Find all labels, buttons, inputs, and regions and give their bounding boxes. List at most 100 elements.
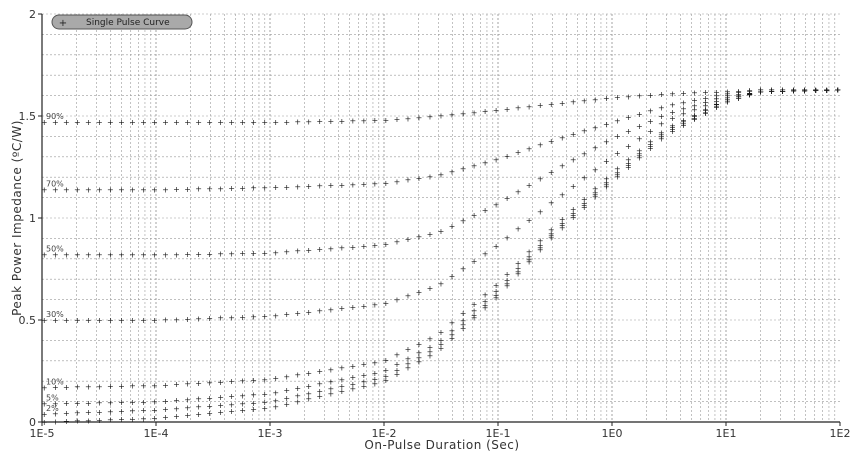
- x-tick-label: 1E1: [716, 427, 737, 440]
- data-point: +: [658, 131, 665, 140]
- data-point: +: [834, 86, 841, 95]
- data-point: +: [504, 276, 511, 285]
- duty-cycle-label: 30%: [46, 310, 64, 319]
- data-point: +: [41, 400, 48, 409]
- data-point: +: [515, 259, 522, 268]
- data-point: +: [603, 183, 610, 192]
- data-point: +: [63, 118, 70, 127]
- data-point: +: [96, 382, 103, 391]
- data-point: +: [493, 281, 500, 290]
- data-point: +: [162, 413, 169, 422]
- data-point: +: [162, 316, 169, 325]
- data-point: +: [383, 299, 390, 308]
- data-point: +: [779, 87, 786, 96]
- data-point: +: [206, 402, 213, 411]
- data-point: +: [702, 106, 709, 115]
- grid: [41, 13, 840, 423]
- data-point: +: [195, 185, 202, 194]
- data-point: +: [372, 375, 379, 384]
- data-point: +: [228, 392, 235, 401]
- data-point: +: [735, 94, 742, 103]
- data-point: +: [162, 405, 169, 414]
- data-point: +: [151, 414, 158, 423]
- data-point: +: [493, 293, 500, 302]
- data-point: +: [625, 163, 632, 172]
- data-point: +: [493, 291, 500, 300]
- data-point: +: [261, 118, 268, 127]
- data-point: +: [96, 316, 103, 325]
- data-point: +: [74, 417, 81, 426]
- x-tick-label: 1E-3: [258, 427, 283, 440]
- data-point: +: [261, 404, 268, 413]
- data-point: +: [834, 86, 841, 95]
- data-point: +: [647, 117, 654, 126]
- data-point: +: [812, 86, 819, 95]
- data-point: +: [405, 235, 412, 244]
- data-point: +: [768, 87, 775, 96]
- data-point: +: [52, 185, 59, 194]
- data-point: +: [834, 86, 841, 95]
- data-point: +: [526, 216, 533, 225]
- data-point: +: [349, 180, 356, 189]
- data-point: +: [427, 334, 434, 343]
- data-point: +: [173, 396, 180, 405]
- data-point: +: [372, 180, 379, 189]
- tick-labels: 1E-5 1E-4 1E-3 1E-2 1E-1 1E0 1E1 1E2 0 0.5 1 1.5 2: [19, 8, 851, 440]
- data-point: +: [184, 118, 191, 127]
- data-point: +: [305, 246, 312, 255]
- data-point: +: [195, 379, 202, 388]
- data-point: +: [427, 284, 434, 293]
- data-point: +: [41, 118, 48, 127]
- data-point: +: [713, 88, 720, 97]
- data-point: +: [140, 406, 147, 415]
- data-point: +: [515, 264, 522, 273]
- data-point: +: [162, 185, 169, 194]
- data-point: +: [294, 392, 301, 401]
- data-point: +: [261, 312, 268, 321]
- data-point: +: [614, 169, 621, 178]
- data-point: +: [680, 89, 687, 98]
- data-point: +: [41, 410, 48, 419]
- data-point: +: [625, 159, 632, 168]
- data-point: +: [129, 251, 136, 260]
- data-point: +: [96, 416, 103, 425]
- data-point: +: [416, 349, 423, 358]
- data-point: +: [239, 400, 246, 409]
- data-point: +: [449, 167, 456, 176]
- data-point: +: [416, 340, 423, 349]
- data-point: +: [195, 403, 202, 412]
- data-point: +: [405, 292, 412, 301]
- data-points: + + + + + + + + + + + + + + + + + + + + + + + + + + + + + + + + + + + + + + + +…: [41, 85, 841, 426]
- data-point: +: [74, 316, 81, 325]
- data-point: +: [592, 193, 599, 202]
- data-point: +: [327, 181, 334, 190]
- data-point: +: [41, 185, 48, 194]
- data-point: +: [636, 150, 643, 159]
- data-point: +: [559, 133, 566, 142]
- data-point: +: [449, 326, 456, 335]
- data-point: +: [427, 347, 434, 356]
- data-point: +: [471, 108, 478, 117]
- data-point: +: [603, 94, 610, 103]
- data-point: +: [372, 379, 379, 388]
- duty-cycle-label: 2%: [46, 404, 59, 413]
- data-point: +: [504, 152, 511, 161]
- data-point: +: [283, 372, 290, 381]
- data-point: +: [74, 251, 81, 260]
- data-point: +: [416, 358, 423, 367]
- data-point: +: [338, 375, 345, 384]
- data-point: +: [515, 225, 522, 234]
- data-point: +: [823, 86, 830, 95]
- data-point: +: [63, 417, 70, 426]
- data-point: +: [272, 374, 279, 383]
- data-point: +: [184, 411, 191, 420]
- data-point: +: [140, 398, 147, 407]
- data-point: +: [603, 120, 610, 129]
- data-point: +: [349, 380, 356, 389]
- data-point: +: [405, 176, 412, 185]
- data-point: +: [438, 344, 445, 353]
- data-point: +: [548, 199, 555, 208]
- data-point: +: [757, 85, 764, 94]
- data-point: +: [636, 122, 643, 131]
- data-point: +: [96, 408, 103, 417]
